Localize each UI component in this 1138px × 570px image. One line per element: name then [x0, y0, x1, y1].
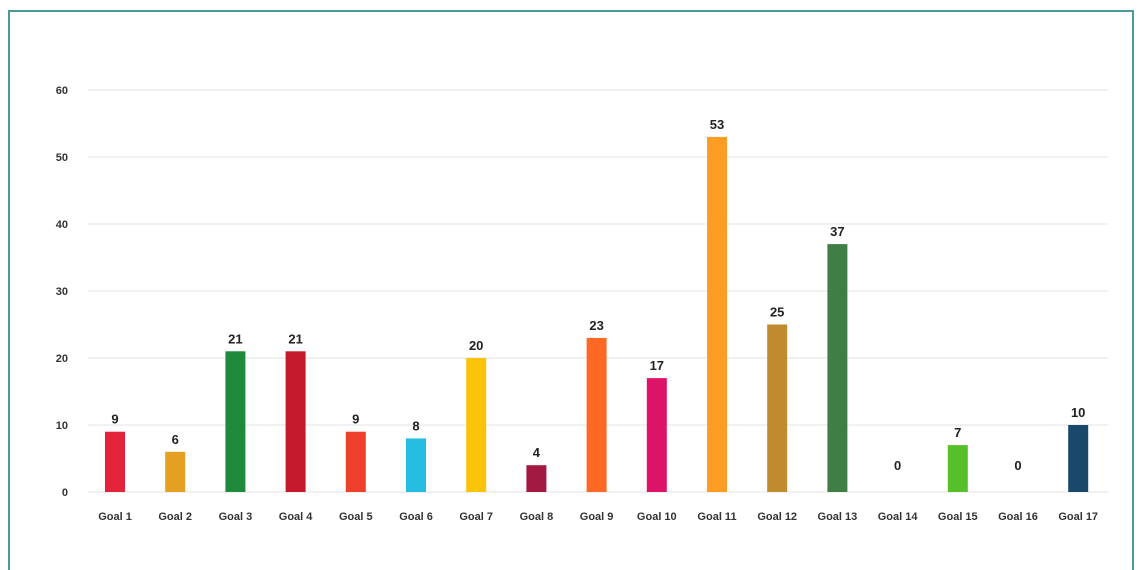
data-label: 9 — [111, 412, 118, 427]
data-label: 6 — [172, 432, 179, 447]
bar-goal-12 — [767, 324, 788, 492]
bar-goal-4 — [285, 351, 306, 492]
y-tick-label: 60 — [56, 85, 68, 97]
bar-goal-15 — [947, 445, 968, 492]
y-tick-label: 40 — [56, 219, 68, 231]
x-category-label: Goal 5 — [339, 511, 373, 523]
x-category-label: Goal 8 — [520, 511, 554, 523]
x-category-label: Goal 11 — [697, 511, 736, 523]
bar-goal-5 — [345, 431, 366, 492]
data-label: 21 — [288, 331, 302, 346]
y-tick-label: 10 — [56, 420, 68, 432]
data-label: 17 — [650, 358, 664, 373]
data-label: 21 — [228, 331, 242, 346]
bar-goal-11 — [707, 136, 727, 492]
x-category-label: Goal 9 — [580, 511, 614, 523]
data-label: 53 — [710, 117, 724, 132]
bar-goal-10 — [646, 378, 667, 492]
data-label: 0 — [1014, 458, 1021, 473]
data-label: 20 — [469, 338, 483, 353]
y-axis-ticks: 0 10 20 30 40 50 60 — [56, 85, 68, 499]
bar-goal-1 — [105, 431, 125, 492]
x-category-label: Goal 10 — [637, 511, 677, 523]
data-label: 0 — [894, 458, 901, 473]
bars — [105, 136, 1089, 492]
data-label: 37 — [830, 224, 844, 239]
x-category-label: Goal 7 — [459, 511, 493, 523]
bar-goal-2 — [165, 451, 186, 492]
data-label: 7 — [954, 425, 961, 440]
x-category-label: Goal 16 — [998, 511, 1038, 523]
y-tick-label: 30 — [56, 286, 68, 298]
bar-goal-7 — [466, 358, 487, 492]
x-category-label: Goal 15 — [938, 511, 978, 523]
data-label: 23 — [589, 318, 603, 333]
bar-goal-3 — [225, 351, 246, 492]
x-category-label: Goal 6 — [399, 511, 433, 523]
data-label: 25 — [770, 305, 784, 320]
y-tick-label: 50 — [56, 152, 68, 164]
x-category-label: Goal 12 — [757, 511, 797, 523]
x-category-label: Goal 4 — [279, 511, 314, 523]
data-label: 8 — [412, 418, 419, 433]
x-category-label: Goal 2 — [158, 511, 192, 523]
data-label: 4 — [533, 445, 541, 460]
y-tick-label: 20 — [56, 353, 68, 365]
x-category-label: Goal 14 — [878, 511, 919, 523]
y-tick-label: 0 — [62, 487, 68, 499]
chart-frame — [8, 10, 1134, 570]
bar-goal-13 — [827, 244, 848, 492]
data-label: 9 — [352, 412, 359, 427]
x-category-label: Goal 13 — [818, 511, 858, 523]
x-category-label: Goal 1 — [98, 511, 132, 523]
bar-goal-17 — [1068, 425, 1089, 492]
bar-goal-8 — [526, 465, 547, 492]
x-category-label: Goal 3 — [219, 511, 253, 523]
data-label: 10 — [1071, 405, 1085, 420]
x-axis-categories: Goal 1 Goal 2 Goal 3 Goal 4 Goal 5 Goal 6 Goal… — [98, 511, 1098, 523]
data-labels: 9 6 21 21 9 8 20 4 23 17 53 25 37 0 7 0 10 — [111, 117, 1085, 473]
bar-goal-6 — [406, 438, 426, 492]
x-category-label: Goal 17 — [1058, 511, 1098, 523]
bar-goal-9 — [586, 337, 607, 492]
